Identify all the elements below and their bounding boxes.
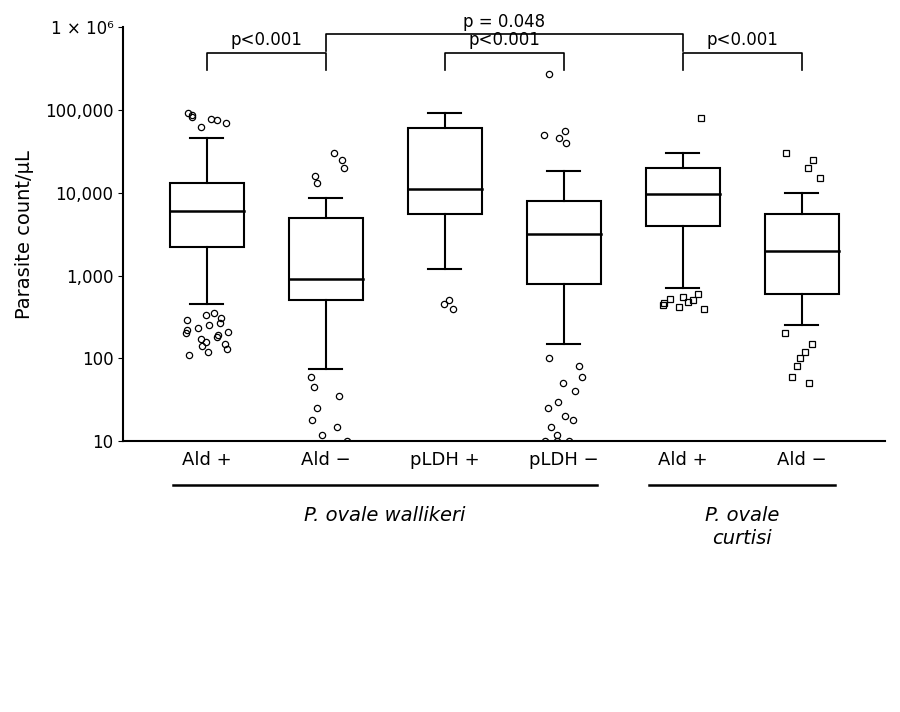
Bar [408,128,482,214]
Bar [170,183,244,247]
Text: p<0.001: p<0.001 [230,31,302,49]
Text: p = 0.048: p = 0.048 [464,14,545,31]
Bar [646,167,720,226]
Bar [289,218,363,300]
Y-axis label: Parasite count/μL: Parasite count/μL [15,150,34,318]
Text: P. ovale
curtisi: P. ovale curtisi [705,506,779,548]
Bar [526,201,600,283]
Text: P. ovale wallikeri: P. ovale wallikeri [304,506,466,525]
Text: p<0.001: p<0.001 [468,31,540,49]
Text: p<0.001: p<0.001 [706,31,778,49]
Bar [765,214,839,294]
